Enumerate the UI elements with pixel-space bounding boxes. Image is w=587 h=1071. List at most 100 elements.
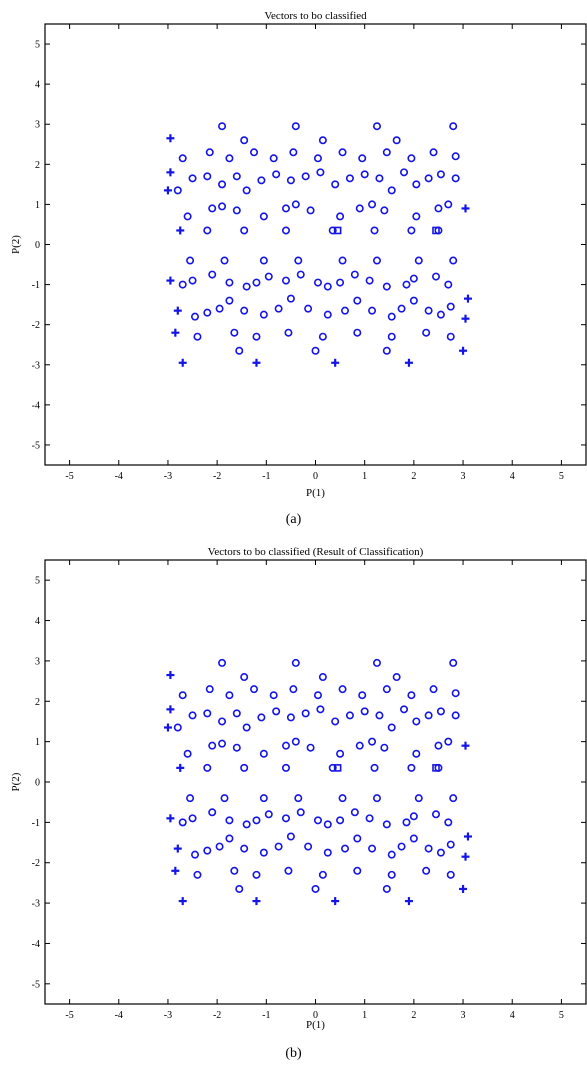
circle-point — [281, 814, 290, 823]
circle-point — [412, 180, 421, 189]
circle-point — [387, 850, 396, 859]
circle-point — [451, 711, 460, 720]
x-axis-label: P(1) — [306, 1019, 325, 1031]
circle-point — [240, 226, 249, 235]
circle-point — [387, 870, 396, 879]
circle-point — [358, 691, 367, 700]
x-tick-label: 4 — [510, 471, 515, 482]
circle-point — [304, 304, 313, 313]
circle-point — [291, 122, 300, 131]
circle-point — [451, 152, 460, 161]
circle-point — [240, 844, 249, 853]
circle-point — [407, 154, 416, 163]
circle-point — [355, 741, 364, 750]
circle-point — [291, 737, 300, 746]
panel-b: Vectors to bo classified (Result of Clas… — [0, 536, 587, 1071]
circle-point — [424, 306, 433, 315]
circle-point — [336, 749, 345, 758]
circle-point — [269, 691, 278, 700]
circle-point — [350, 270, 359, 279]
circle-point — [412, 749, 421, 758]
circle-point — [203, 308, 212, 317]
circle-point — [436, 848, 445, 857]
circle-point — [284, 328, 293, 337]
circle-point — [178, 154, 187, 163]
circle-point — [400, 705, 409, 714]
circle-point — [220, 794, 229, 803]
circle-point — [218, 202, 227, 211]
circle-point — [431, 810, 440, 819]
circle-point — [240, 673, 249, 682]
circle-point — [218, 739, 227, 748]
circle-point — [250, 148, 259, 157]
circle-point — [286, 832, 295, 841]
circle-point — [286, 294, 295, 303]
circle-point — [422, 866, 431, 875]
circle-point — [294, 794, 303, 803]
x-tick-label: 4 — [510, 1010, 515, 1021]
circle-point — [188, 276, 197, 285]
circle-point — [259, 794, 268, 803]
circle-point — [422, 328, 431, 337]
circle-point — [355, 204, 364, 213]
plus-point — [166, 705, 175, 714]
circle-point — [407, 226, 416, 235]
circle-point — [392, 136, 401, 145]
circle-point — [313, 278, 322, 287]
circle-point — [208, 808, 217, 817]
y-tick-label: -4 — [32, 939, 40, 950]
circle-point — [368, 737, 377, 746]
circle-point — [188, 711, 197, 720]
circle-point — [382, 346, 391, 355]
circle-point — [264, 810, 273, 819]
circle-point — [372, 122, 381, 131]
circle-point — [218, 180, 227, 189]
circle-point — [382, 148, 391, 157]
x-axis-label: P(1) — [306, 487, 325, 499]
circle-point — [429, 148, 438, 157]
x-tick-label: -1 — [262, 471, 270, 482]
circle-point — [252, 332, 261, 341]
circle-point — [232, 172, 241, 181]
circle-point — [387, 312, 396, 321]
y-tick-label: 2 — [35, 160, 40, 171]
circle-point — [183, 212, 192, 221]
circle-point — [331, 717, 340, 726]
circle-point — [215, 304, 224, 313]
plus-point — [178, 897, 187, 906]
circle-point — [446, 332, 455, 341]
circle-point — [186, 794, 195, 803]
caption-a: (a) — [285, 512, 302, 527]
circle-point — [240, 136, 249, 145]
circle-point — [409, 274, 418, 283]
circle-point — [336, 212, 345, 221]
circle-point — [203, 709, 212, 718]
circle-point — [323, 310, 332, 319]
plus-point — [461, 741, 470, 750]
circle-point — [338, 685, 347, 694]
circle-point — [242, 820, 251, 829]
circle-point — [306, 743, 315, 752]
circle-point — [301, 172, 310, 181]
x-tick-label: 3 — [461, 1010, 466, 1021]
circle-point — [242, 723, 251, 732]
circle-point — [259, 848, 268, 857]
circle-point — [173, 186, 182, 195]
circle-point — [173, 723, 182, 732]
circle-point — [323, 820, 332, 829]
circle-point — [252, 278, 261, 287]
circle-point — [353, 834, 362, 843]
circle-point — [434, 204, 443, 213]
circle-point — [429, 685, 438, 694]
plus-point — [404, 358, 413, 367]
circle-point — [387, 723, 396, 732]
plus-point — [166, 134, 175, 143]
circle-point — [274, 842, 283, 851]
circle-point — [252, 870, 261, 879]
circle-point — [316, 168, 325, 177]
circle-point — [449, 256, 458, 265]
x-tick-label: 5 — [559, 1010, 564, 1021]
circle-point — [336, 816, 345, 825]
circle-point — [397, 304, 406, 313]
circle-point — [242, 282, 251, 291]
